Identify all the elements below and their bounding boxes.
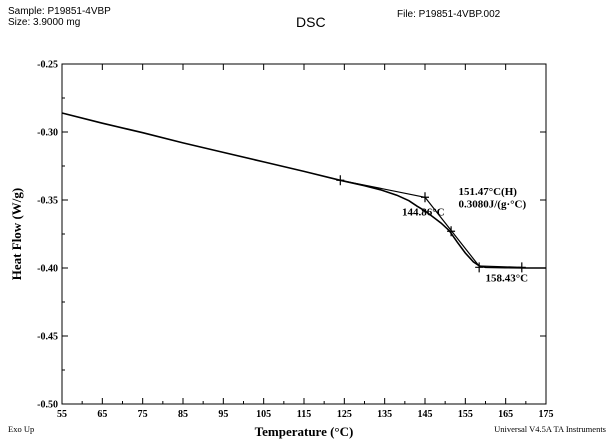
axis-ticks [61,63,547,405]
y-tick-label: -0.30 [37,128,58,139]
y-axis-title: Heat Flow (W/g) [9,188,24,280]
x-tick-label: 125 [337,409,352,420]
marker-cross [421,192,429,203]
marker-cross [517,262,526,273]
file-label: File: P19851-4VBP.002 [397,9,501,20]
y-tick-label: -0.35 [37,196,58,207]
marker-cross [475,262,484,273]
sample-label: Sample: P19851-4VBP [8,6,111,17]
size-label: Size: 3.9000 mg [8,17,81,28]
chart-title: DSC [296,14,326,30]
x-tick-label: 135 [377,409,392,420]
exo-up-label: Exo Up [8,424,35,434]
annotations: 144.86°C 151.47°C(H)0.3080J/(g·°C) 158.43°… [402,186,528,284]
annotation-label: 0.3080J/(g·°C) [458,198,526,210]
x-tick-label: 145 [418,409,433,420]
y-tick-label: -0.50 [37,400,58,411]
y-tick-label: -0.25 [37,60,58,71]
x-tick-label: 65 [97,409,107,420]
x-tick-label: 105 [256,409,271,420]
annotation-label: 158.43°C [486,272,529,284]
marker-cross [336,175,345,186]
annotation-label: 151.47°C(H) [458,186,517,198]
x-tick-label: 115 [297,409,311,420]
marker-cross [447,226,456,237]
x-tick-label: 165 [498,409,513,420]
y-tick-label: -0.40 [37,264,58,275]
tick-labels: 55 65 75 85 95 105 115 125 135 145 155 165 175 -0.25 -… [37,60,553,421]
instrument-label: Universal V4.5A TA Instruments [494,424,606,434]
plot-frame [61,63,547,405]
x-tick-label: 175 [539,409,554,420]
x-tick-label: 75 [138,409,148,420]
x-tick-label: 55 [57,409,67,420]
annotation-label: 144.86°C [402,207,445,219]
x-tick-label: 155 [458,409,473,420]
analysis-markers [336,175,526,273]
x-tick-label: 95 [218,409,228,420]
y-tick-label: -0.45 [37,332,58,343]
x-tick-label: 85 [178,409,188,420]
x-axis-title: Temperature (°C) [255,424,354,439]
